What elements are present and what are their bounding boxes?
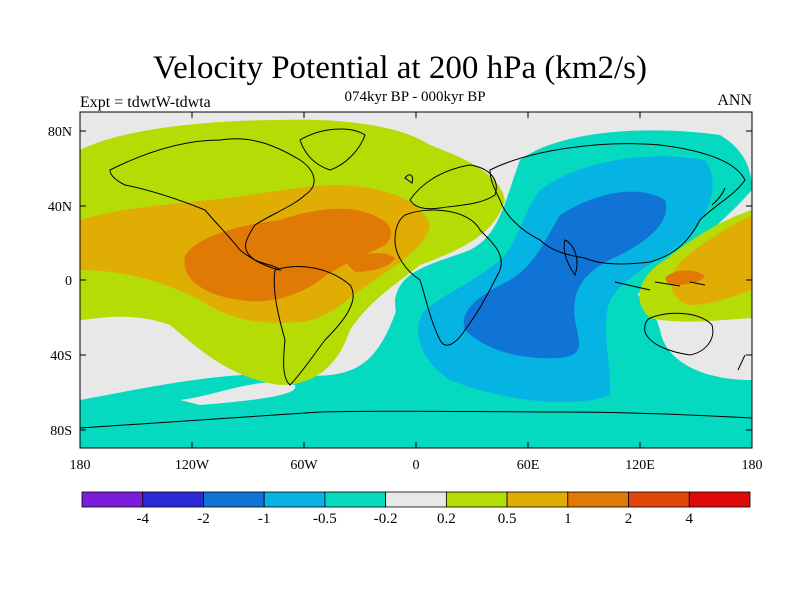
colorbar-swatch: [506, 491, 569, 508]
lat-axis: 80N 40N 0 40S 80S: [48, 125, 752, 439]
colorbar-swatch: [81, 491, 144, 508]
lat-tick-label: 40N: [48, 200, 72, 215]
season-label: ANN: [717, 92, 752, 109]
colorbar-label: 1: [564, 511, 572, 527]
contour-pos-darkorange: [184, 208, 392, 302]
lon-tick-label: 120E: [625, 458, 655, 473]
colorbar-swatch: [628, 491, 690, 508]
lat-tick-label: 80S: [50, 424, 72, 439]
colorbar-swatch: [324, 491, 387, 508]
colorbar-swatch: [203, 491, 265, 508]
lon-tick-label: 60E: [517, 458, 540, 473]
contour-field: [80, 112, 752, 448]
colorbar-swatch: [445, 491, 508, 508]
colorbar-swatch: [688, 491, 751, 508]
colorbar-label: 2: [625, 511, 633, 527]
lat-tick-label: 0: [65, 274, 72, 289]
colorbar-label: -0.5: [313, 511, 337, 527]
colorbar-label: -2: [197, 511, 210, 527]
lon-tick-label: 180: [742, 458, 763, 473]
plot-subtitle: 074kyr BP - 000kyr BP: [344, 89, 486, 105]
lon-tick-label: 180: [70, 458, 91, 473]
lon-tick-label: 120W: [175, 458, 210, 473]
colorbar-swatch: [263, 491, 326, 508]
colorbar-swatch: [385, 491, 447, 508]
lat-tick-label: 80N: [48, 125, 72, 140]
contour-neg-blue: [463, 191, 667, 359]
lon-tick-label: 60W: [290, 458, 318, 473]
colorbar-label: -0.2: [374, 511, 398, 527]
colorbar-swatch: [567, 491, 629, 508]
lon-axis: 180 120W 60W 0 60E 120E 180: [70, 112, 763, 473]
colorbar-label: 0.2: [437, 511, 456, 527]
colorbar-label: 4: [686, 511, 694, 527]
colorbar-swatch: [142, 491, 204, 508]
lat-tick-label: 40S: [50, 349, 72, 364]
contour-neg-south-pacific: [180, 382, 296, 405]
lon-tick-label: 0: [413, 458, 420, 473]
plot-title: Velocity Potential at 200 hPa (km2/s): [152, 50, 648, 86]
contour-pos-darkorange-2: [345, 253, 395, 272]
contour-pos-darkorange-wpac: [665, 270, 705, 285]
colorbar-label: 0.5: [498, 511, 517, 527]
colorbar-label: -1: [258, 511, 271, 527]
coastlines: [80, 128, 752, 429]
colorbar-label: -4: [136, 511, 149, 527]
colorbar: -4 -2 -1 -0.5 -0.2 0.2 0.5 1 2 4: [81, 491, 751, 527]
experiment-label: Expt = tdwtW-tdwta: [80, 94, 211, 111]
